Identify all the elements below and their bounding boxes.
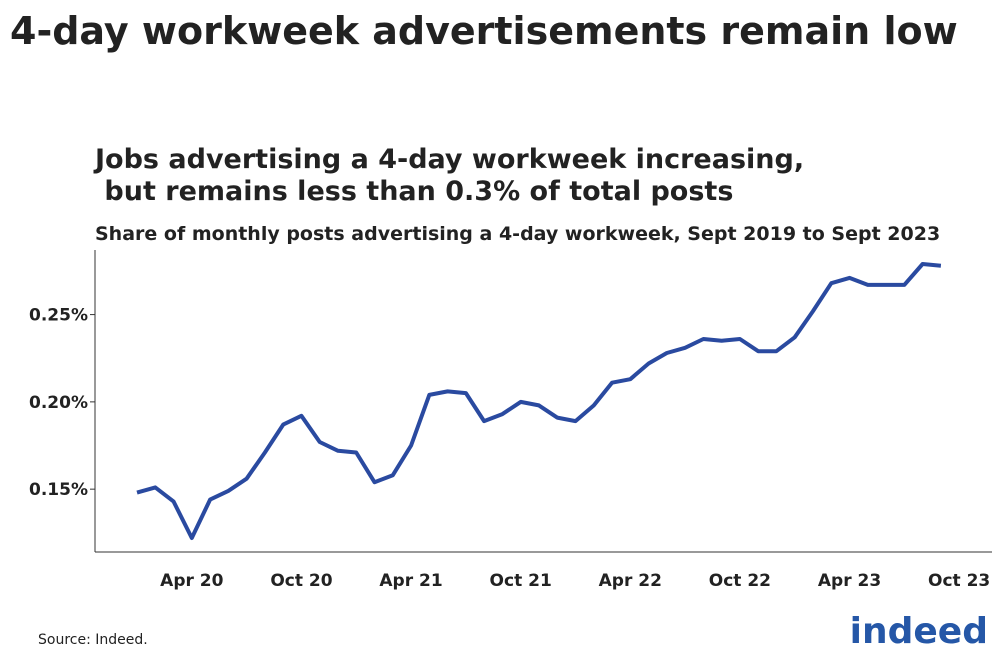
x-tick-label: Oct 23: [928, 571, 990, 591]
x-tick-label: Oct 22: [709, 571, 771, 591]
y-tick-label: 0.20%: [29, 393, 88, 413]
x-tick-label: Apr 21: [379, 571, 442, 591]
headline: 4-day workweek advertisements remain low: [10, 9, 958, 53]
chart-title-line: Jobs advertising a 4-day workweek increa…: [93, 144, 804, 175]
x-tick-label: Apr 23: [818, 571, 881, 591]
x-tick-label: Apr 22: [599, 571, 662, 591]
source: Source: Indeed.: [38, 632, 148, 648]
x-tick-label: Apr 20: [160, 571, 223, 591]
logo: indeed: [850, 611, 988, 652]
y-tick-label: 0.25%: [29, 306, 88, 326]
chart-title-line: but remains less than 0.3% of total post…: [95, 176, 733, 207]
y-tick-label: 0.15%: [29, 480, 88, 500]
x-tick-label: Oct 21: [490, 571, 552, 591]
chart-subtitle: Share of monthly posts advertising a 4-d…: [95, 223, 940, 245]
data-line: [136, 262, 942, 540]
x-tick-label: Oct 20: [270, 571, 332, 591]
